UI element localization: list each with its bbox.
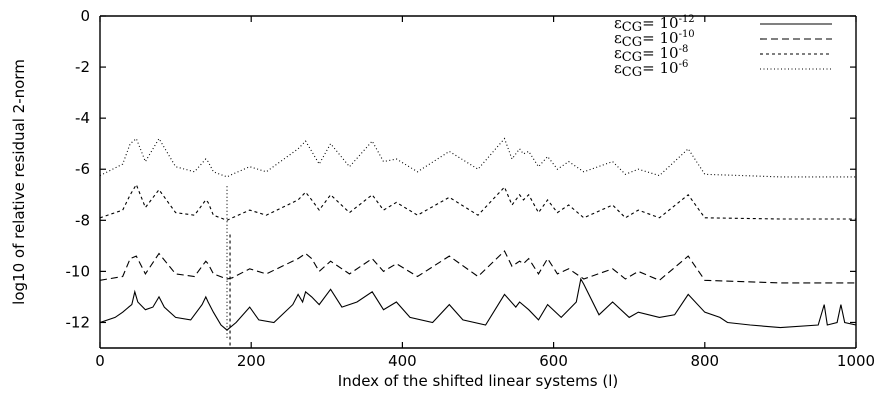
- series-line-2: [99, 250, 856, 284]
- y-tick-label: -8: [75, 211, 90, 229]
- x-tick-label: 400: [388, 352, 417, 370]
- x-tick-label: 0: [95, 352, 105, 370]
- y-tick-label: -4: [75, 109, 90, 127]
- series-line-4: [99, 137, 856, 178]
- x-tick-label: 800: [690, 352, 719, 370]
- series-line-1: [99, 277, 857, 331]
- y-tick-label: 0: [80, 7, 90, 25]
- x-tick-label: 600: [539, 352, 568, 370]
- legend-label-2: εCG= 10-10: [614, 29, 695, 50]
- plot-frame: [99, 15, 857, 349]
- annotation-layer: [226, 184, 231, 346]
- legend-label-4: εCG= 10-6: [614, 59, 688, 80]
- ticks: 0 200 400 600 800 1000 0 -2 -4 -6 -8 -10 -12: [66, 7, 876, 370]
- legend-label-1: εCG= 10-12: [614, 14, 695, 35]
- x-axis-title: Index of the shifted linear systems (l): [338, 372, 618, 390]
- y-tick-label: -12: [66, 313, 91, 331]
- y-axis-title: log10 of relative residual 2-norm: [10, 59, 28, 305]
- y-tick-label: -2: [75, 58, 90, 76]
- x-tick-label: 1000: [837, 352, 875, 370]
- series-line-3: [99, 183, 856, 221]
- legend-label-3: εCG= 10-8: [614, 44, 688, 65]
- x-tick-label: 200: [237, 352, 266, 370]
- y-tick-label: -10: [66, 262, 91, 280]
- y-tick-label: -6: [75, 160, 90, 178]
- series-layer: [99, 137, 857, 331]
